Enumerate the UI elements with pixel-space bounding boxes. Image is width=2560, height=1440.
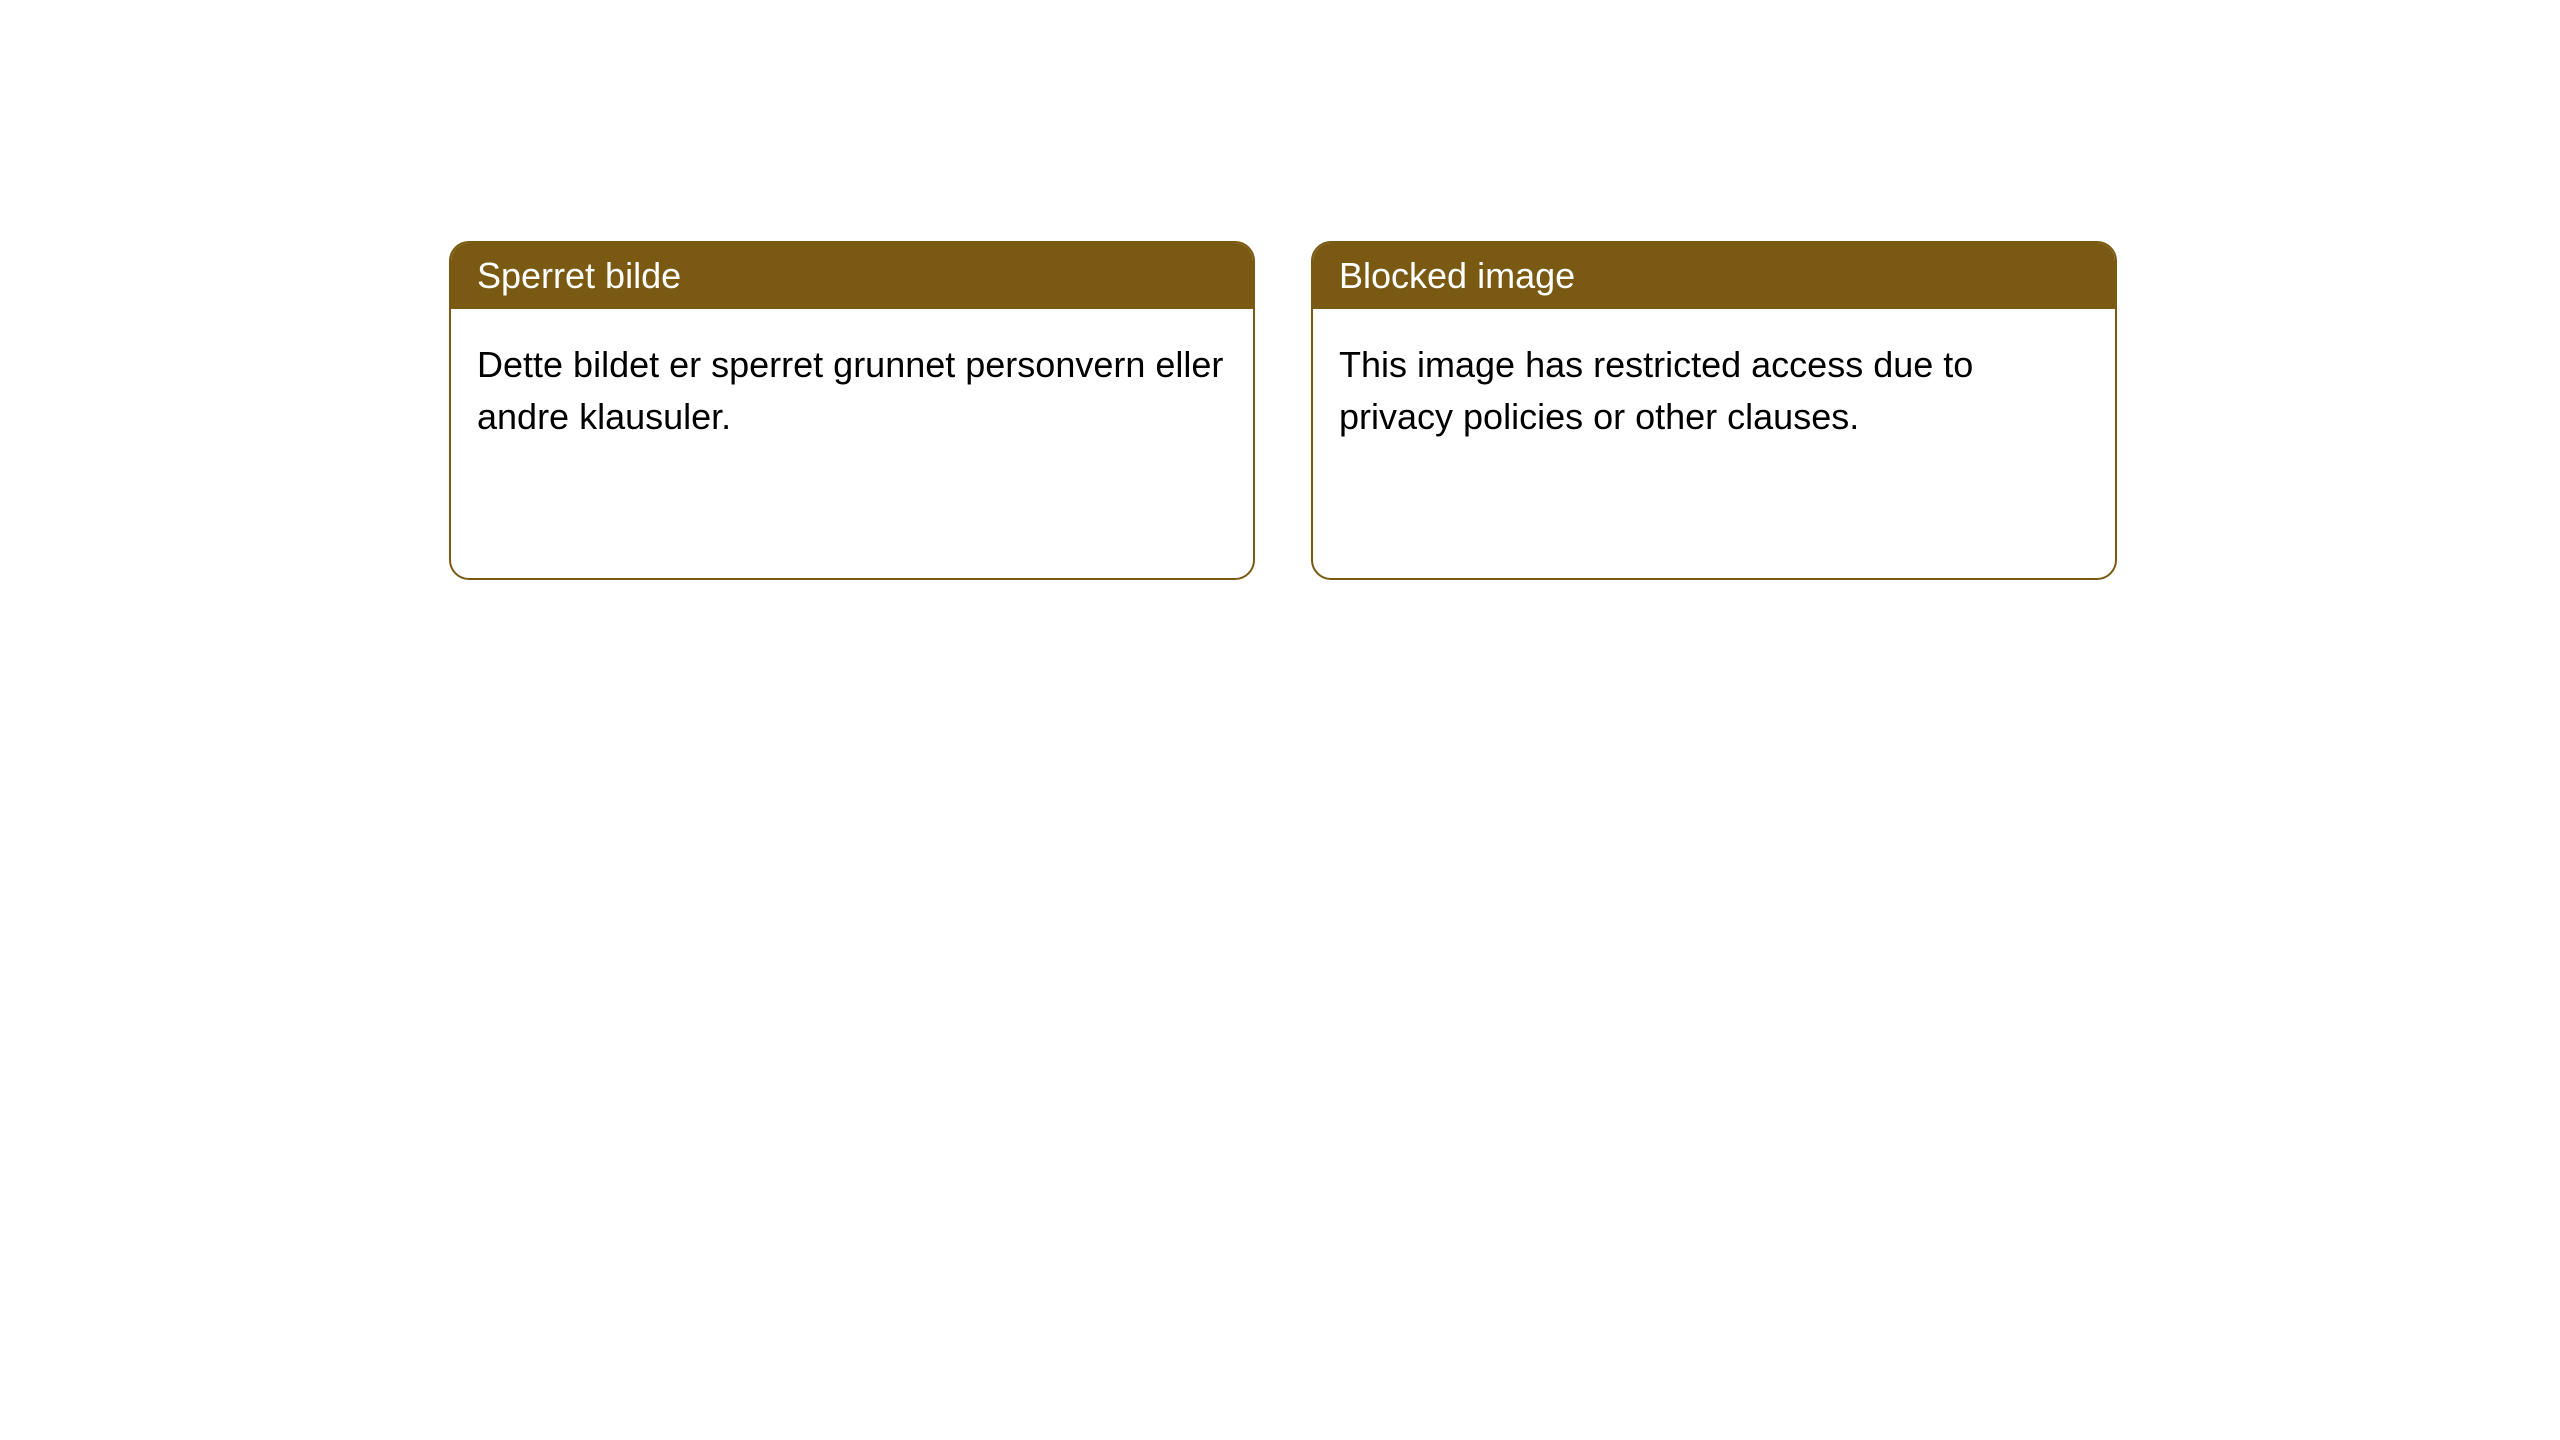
notice-body: This image has restricted access due to … — [1313, 309, 2115, 473]
notice-container: Sperret bilde Dette bildet er sperret gr… — [449, 241, 2117, 580]
notice-title: Sperret bilde — [451, 243, 1253, 309]
notice-card-norwegian: Sperret bilde Dette bildet er sperret gr… — [449, 241, 1255, 580]
notice-card-english: Blocked image This image has restricted … — [1311, 241, 2117, 580]
notice-body: Dette bildet er sperret grunnet personve… — [451, 309, 1253, 473]
notice-title: Blocked image — [1313, 243, 2115, 309]
